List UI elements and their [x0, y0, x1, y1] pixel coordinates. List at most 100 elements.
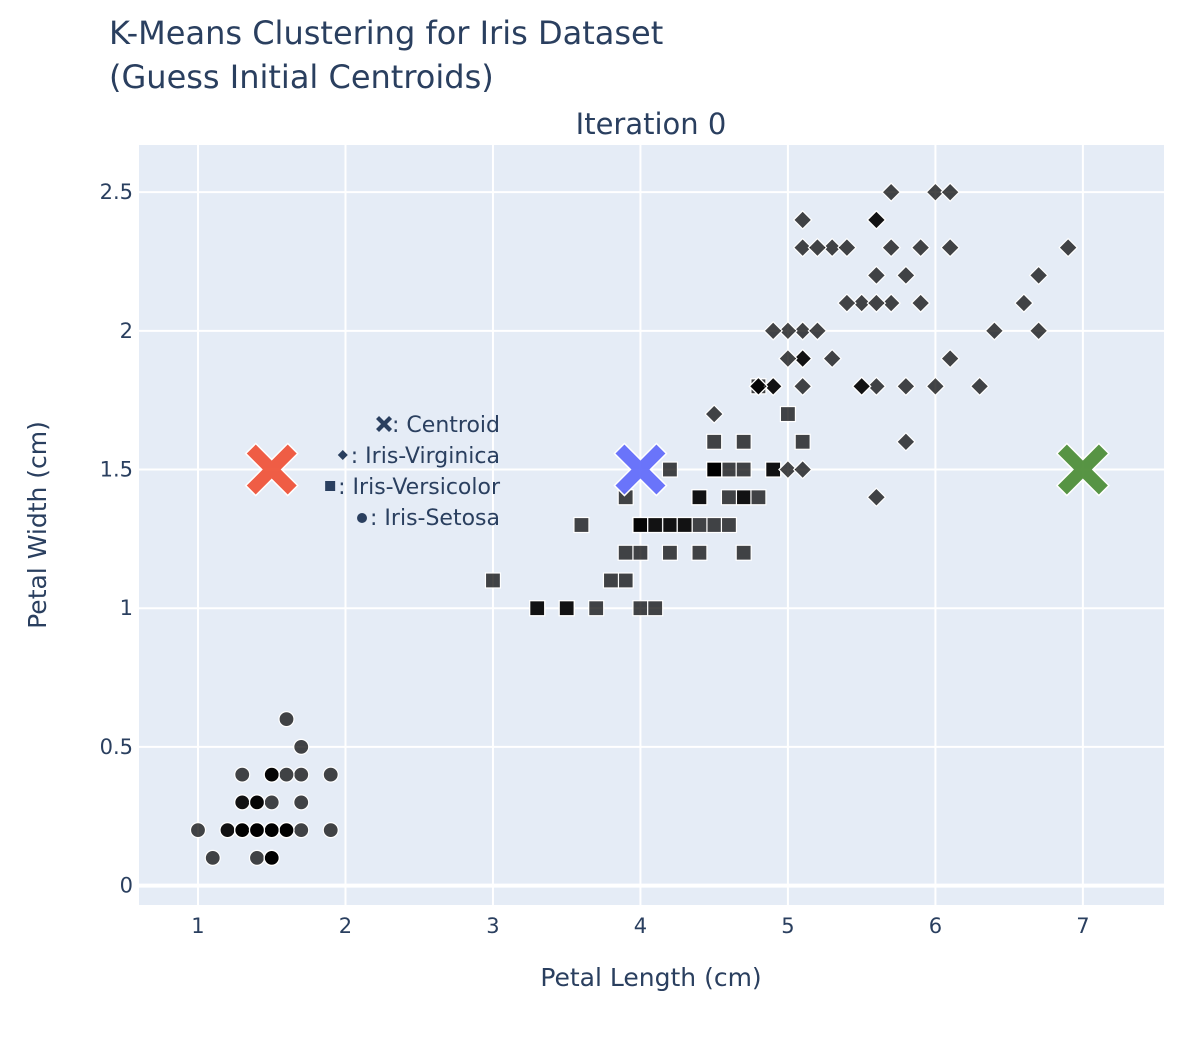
setosa-point: [234, 794, 251, 811]
setosa-point: [293, 822, 310, 839]
virginica-point: [792, 237, 813, 258]
virginica-point: [792, 210, 813, 230]
virginica-point: [1058, 237, 1078, 258]
setosa-point: [322, 766, 339, 783]
virginica-point: [837, 237, 857, 258]
virginica-point: [807, 237, 828, 258]
versicolor-point: [573, 516, 590, 534]
virginica-point: [704, 404, 725, 424]
versicolor-point: [647, 600, 664, 617]
virginica-point: [792, 459, 813, 480]
versicolor-point: [661, 544, 679, 561]
virginica-point: [940, 182, 960, 203]
versicolor-point: [632, 516, 649, 534]
legend-diamond-icon: [337, 450, 348, 460]
legend-label: : Iris-Virginica: [351, 444, 500, 469]
setosa-point: [322, 822, 339, 839]
legend-annotation: : Centroid: Iris-Virginica: Iris-Versico…: [325, 413, 501, 531]
centroid-marker: [1055, 442, 1110, 497]
virginica-point: [866, 210, 887, 230]
virginica-point: [881, 293, 902, 313]
versicolor-point: [661, 516, 679, 534]
y-axis-title: Petal Width (cm): [23, 421, 52, 629]
versicolor-point: [617, 572, 634, 589]
x-tick-label: 1: [191, 914, 204, 938]
virginica-point: [851, 376, 872, 397]
virginica-point: [792, 348, 813, 369]
data-points: [189, 182, 1078, 866]
virginica-point: [778, 459, 798, 480]
virginica-point: [866, 376, 887, 397]
virginica-point: [925, 182, 946, 203]
versicolor-point: [779, 405, 797, 423]
y-tick-label: 1.5: [100, 458, 133, 482]
setosa-point: [248, 849, 266, 866]
virginica-point: [910, 293, 931, 313]
legend-square-icon: [325, 481, 336, 491]
versicolor-point: [484, 572, 502, 589]
setosa-point: [189, 822, 207, 839]
versicolor-point: [735, 433, 752, 450]
virginica-point: [984, 320, 1005, 341]
versicolor-point: [602, 572, 620, 589]
y-tick-label: 2.5: [100, 180, 133, 204]
virginica-point: [792, 320, 813, 341]
setosa-point: [263, 849, 280, 866]
versicolor-point: [632, 600, 649, 617]
setosa-point: [278, 766, 295, 783]
virginica-point: [1028, 320, 1049, 341]
legend-circle-icon: [357, 513, 368, 523]
virginica-point: [778, 320, 798, 341]
virginica-point: [807, 320, 828, 341]
virginica-point: [792, 376, 813, 397]
versicolor-point: [706, 516, 723, 534]
virginica-point: [763, 376, 784, 397]
y-tick-label: 0.5: [100, 735, 133, 759]
centroids: [244, 442, 1110, 497]
versicolor-point: [720, 489, 738, 506]
centroid-marker: [613, 442, 668, 497]
setosa-point: [248, 794, 266, 811]
legend-label: : Iris-Versicolor: [338, 475, 501, 500]
virginica-point: [1014, 293, 1034, 313]
tick-labels: 1 2 3 4 5 6 7 0 0.5 1 1.5 2 2.5: [100, 180, 1090, 938]
versicolor-point: [706, 433, 723, 450]
chart-title-line-2: (Guess Initial Centroids): [109, 58, 494, 96]
virginica-point: [925, 376, 946, 397]
setosa-point: [293, 766, 310, 783]
versicolor-point: [647, 516, 664, 534]
x-tick-label: 4: [634, 914, 647, 938]
chart-title-line-1: K-Means Clustering for Iris Dataset: [109, 14, 663, 52]
setosa-point: [234, 766, 251, 783]
centroid-marker: [244, 442, 299, 497]
versicolor-point: [529, 600, 546, 617]
y-tick-label: 0: [120, 874, 133, 898]
versicolor-point: [588, 600, 605, 617]
x-tick-label: 6: [929, 914, 942, 938]
x-tick-label: 5: [781, 914, 794, 938]
setosa-point: [263, 794, 280, 811]
virginica-point: [940, 348, 960, 369]
versicolor-point: [735, 461, 752, 478]
versicolor-point: [676, 516, 693, 534]
x-tick-label: 3: [486, 914, 499, 938]
virginica-point: [1028, 265, 1049, 286]
versicolor-point: [558, 600, 575, 617]
setosa-point: [263, 822, 280, 839]
versicolor-point: [720, 516, 738, 534]
x-tick-label: 2: [339, 914, 352, 938]
virginica-point: [969, 376, 990, 397]
virginica-point: [748, 376, 769, 397]
versicolor-point: [794, 433, 811, 450]
chart-subtitle: Iteration 0: [576, 107, 727, 141]
versicolor-point: [691, 516, 708, 534]
setosa-point: [293, 794, 310, 811]
versicolor-point: [750, 489, 767, 506]
setosa-point: [263, 766, 280, 783]
virginica-point: [940, 237, 960, 258]
versicolor-point: [735, 489, 752, 506]
setosa-point: [204, 849, 221, 866]
virginica-point: [822, 237, 843, 258]
versicolor-point: [706, 461, 723, 478]
